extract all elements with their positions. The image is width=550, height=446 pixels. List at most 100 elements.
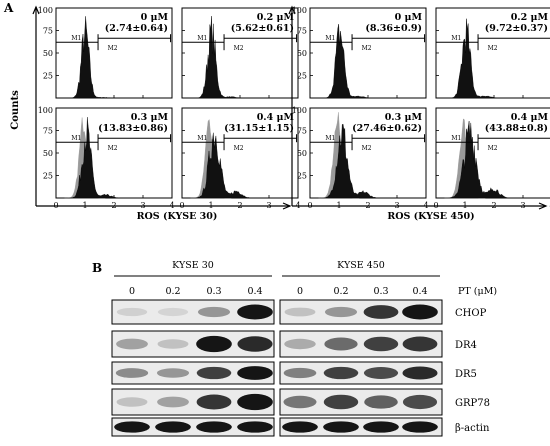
gate-m1-label: M1 — [71, 135, 81, 142]
histogram-panel: 01234M1M20.4 μM(43.88±0.8) — [433, 107, 550, 210]
dose-lane-label: 0.3 — [373, 286, 388, 297]
blot-strip — [279, 299, 443, 325]
protein-band — [363, 421, 399, 433]
y-tick-label: 100 — [292, 6, 307, 15]
y-tick-label: 25 — [43, 172, 53, 181]
protein-band — [323, 421, 359, 433]
gate-m1-label: M1 — [325, 135, 335, 142]
x-axis-label: ROS (KYSE 30) — [137, 211, 218, 222]
blot-strip — [279, 361, 443, 385]
protein-band — [402, 394, 438, 410]
protein-band — [402, 366, 438, 380]
y-tick-label: 100 — [292, 106, 307, 115]
x-axis-label: ROS (KYSE 450) — [387, 211, 474, 222]
protein-band — [283, 395, 317, 409]
histogram-panel: 25507510001234M1M20.3 μM(27.46±0.62) — [292, 106, 429, 210]
y-tick-label: 75 — [297, 27, 307, 36]
y-tick-label: 50 — [297, 49, 307, 58]
dose-label: 0.2 μM — [257, 12, 295, 23]
protein-band — [196, 421, 232, 433]
protein-band — [237, 304, 273, 320]
gate-m1-label: M1 — [71, 35, 81, 42]
blot-membrane — [279, 417, 443, 437]
y-tick-label: 75 — [297, 127, 307, 136]
protein-band — [157, 396, 189, 408]
gate-m1-label: M1 — [197, 35, 207, 42]
dose-label: 0.2 μM — [511, 12, 549, 23]
cell-line-label: KYSE 450 — [337, 260, 385, 271]
arrow-head — [282, 202, 292, 210]
arrow-head — [32, 5, 40, 15]
protein-band — [363, 305, 399, 319]
gate-m2-label: M2 — [234, 145, 244, 152]
blot-strip — [111, 417, 275, 437]
y-tick-label: 100 — [38, 106, 53, 115]
dose-label: 0 μM — [395, 12, 423, 23]
gate-m1-label: M1 — [451, 135, 461, 142]
dose-label: 0.3 μM — [131, 112, 169, 123]
dose-lane-label: 0.4 — [412, 286, 427, 297]
ros-value-label: (9.72±0.37) — [485, 23, 548, 34]
gate-m1-label: M1 — [451, 35, 461, 42]
protein-band — [196, 335, 232, 353]
protein-band — [237, 336, 273, 352]
histogram-panel: 25 50 75 100 M1 M2 0 μM(2.74±0.64) — [38, 6, 173, 99]
treated-histogram — [64, 16, 149, 99]
dose-lane-label: 0.2 — [165, 286, 180, 297]
blot-membrane — [111, 417, 275, 437]
blot-strip — [111, 388, 275, 416]
histogram-panel: M1 M2 0.2 μM(9.72±0.37) — [435, 7, 550, 99]
gate-m1-label: M1 — [197, 135, 207, 142]
ros-value-label: (27.46±0.62) — [352, 123, 422, 134]
panel-a-letter: A — [3, 1, 14, 15]
y-tick-label: 100 — [38, 6, 53, 15]
histogram-panel: 25507510001234M1M20.3 μM(13.83±0.86) — [38, 106, 175, 210]
protein-band — [284, 307, 316, 317]
ros-value-label: (8.36±0.9) — [365, 23, 422, 34]
y-tick-label: 25 — [43, 72, 53, 81]
treated-histogram — [318, 23, 403, 99]
arrow-head — [288, 5, 296, 15]
blot-strip — [111, 330, 275, 358]
y-tick-label: 50 — [43, 49, 53, 58]
protein-band — [364, 395, 398, 409]
protein-band — [323, 366, 359, 380]
y-tick-label: 50 — [43, 149, 53, 158]
protein-label: β-actin — [455, 423, 490, 434]
ros-value-label: (31.15±1.15) — [224, 123, 294, 134]
protein-band — [197, 306, 231, 318]
y-tick-label: 50 — [297, 149, 307, 158]
protein-label: GRP78 — [455, 398, 490, 409]
treated-histogram — [444, 120, 529, 199]
protein-band — [282, 421, 318, 433]
panel-b-letter: B — [92, 261, 102, 275]
ros-value-label: (5.62±0.61) — [231, 23, 294, 34]
blot-strip — [111, 361, 275, 385]
ros-value-label: (2.74±0.64) — [105, 23, 168, 34]
blot-membrane — [279, 361, 443, 385]
dose-label: 0 μM — [141, 12, 169, 23]
gate-m2-label: M2 — [234, 45, 244, 52]
treated-histogram — [190, 16, 275, 99]
y-tick-label: 25 — [297, 72, 307, 81]
y-tick-label: 25 — [297, 172, 307, 181]
axis-arrows — [32, 5, 548, 210]
treated-histogram — [444, 18, 529, 99]
gate-m1-label: M1 — [325, 35, 335, 42]
protein-band — [116, 307, 148, 317]
dose-lane-label: 0 — [129, 286, 135, 297]
protein-band — [402, 304, 438, 320]
protein-band — [237, 421, 273, 433]
histogram-panel: M1 M2 0.2 μM(5.62±0.61) — [181, 7, 299, 99]
gate-m2-label: M2 — [108, 145, 118, 152]
protein-band — [237, 393, 273, 411]
dose-lane-label: 0.3 — [206, 286, 221, 297]
blot-membrane — [111, 361, 275, 385]
treated-histogram — [190, 132, 275, 199]
protein-band — [323, 394, 359, 410]
protein-band — [116, 338, 148, 350]
dose-header-label: PT (μM) — [458, 286, 497, 297]
protein-band — [157, 307, 189, 317]
